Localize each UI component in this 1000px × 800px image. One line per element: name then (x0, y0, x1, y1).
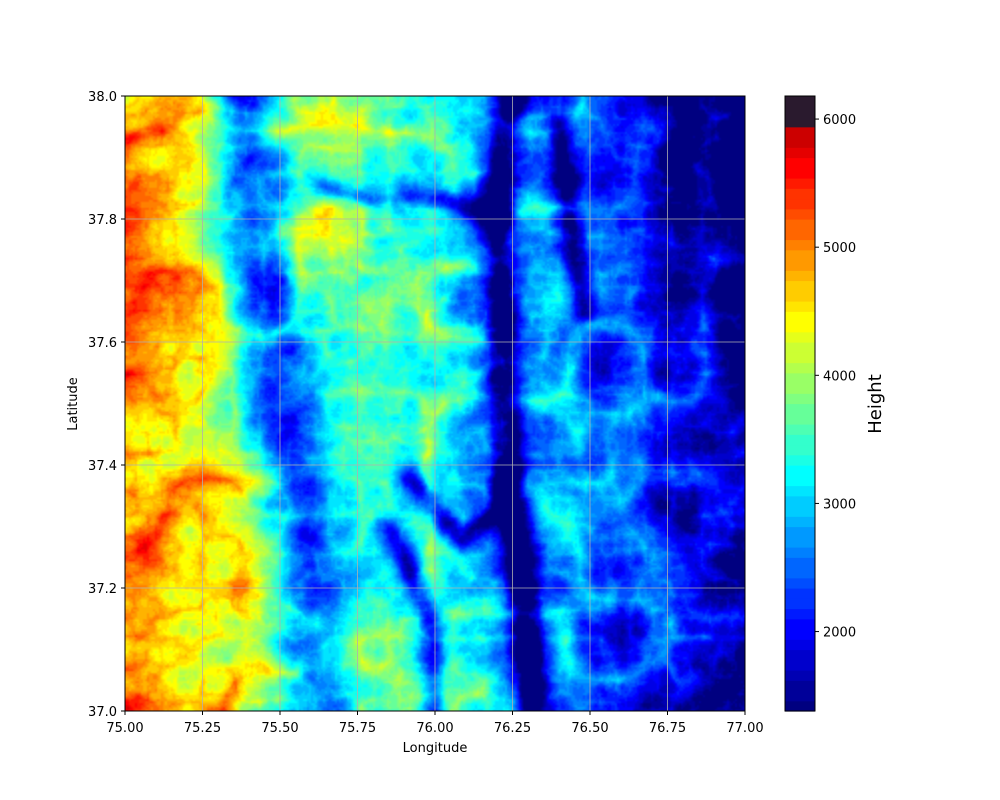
colorbar-band (785, 116, 815, 128)
y-tick-label: 38.0 (88, 90, 117, 105)
y-tick-label: 37.6 (88, 336, 117, 351)
colorbar-band (785, 383, 815, 394)
x-tick-label: 75.75 (339, 721, 376, 736)
colorbar-band (785, 506, 815, 517)
colorbar-band (785, 413, 815, 425)
colorbar-ticks: 2000 3000 4000 5000 6000 (815, 113, 856, 641)
colorbar-tick-label: 6000 (823, 113, 856, 128)
colorbar-band (785, 280, 815, 292)
colorbar-band (785, 137, 815, 148)
colorbar-band (785, 567, 815, 579)
colorbar-band (785, 577, 815, 589)
colorbar-band (785, 352, 815, 364)
colorbar-band (785, 465, 815, 476)
colorbar-band (785, 547, 815, 558)
colorbar-band (785, 106, 815, 118)
y-axis-label: Latitude (66, 377, 81, 431)
colorbar-tick-label: 3000 (823, 497, 856, 512)
colorbar-band (785, 639, 815, 651)
y-tick-label: 37.4 (88, 459, 117, 474)
colorbar-band (785, 372, 815, 384)
y-tick-label: 37.8 (88, 213, 117, 228)
colorbar-band (785, 536, 815, 548)
colorbar-band (785, 167, 815, 179)
x-tick-label: 76.25 (494, 721, 531, 736)
colorbar-band (785, 629, 815, 640)
y-axis-ticks: 37.0 37.2 37.4 37.6 37.8 38.0 (88, 90, 125, 720)
colorbar-band (785, 588, 815, 599)
colorbar-tick-label: 2000 (823, 626, 856, 641)
colorbar-band (785, 270, 815, 282)
colorbar-band (785, 321, 815, 333)
colorbar-band (785, 516, 815, 528)
colorbar-label: Height (865, 374, 886, 434)
x-tick-label: 77.00 (726, 721, 763, 736)
colorbar-band (785, 557, 815, 569)
colorbar-band (785, 362, 815, 374)
colorbar-band (785, 188, 815, 200)
colorbar-band (785, 618, 815, 630)
colorbar-gradient (785, 96, 815, 712)
colorbar-band (785, 249, 815, 261)
colorbar: 2000 3000 4000 5000 6000 Height (784, 95, 886, 712)
colorbar-band (785, 393, 815, 405)
colorbar-band (785, 444, 815, 456)
colorbar-band (785, 260, 815, 271)
y-tick-label: 37.2 (88, 582, 117, 597)
colorbar-band (785, 434, 815, 446)
x-tick-label: 76.75 (649, 721, 686, 736)
x-axis-label: Longitude (403, 741, 468, 756)
colorbar-band (785, 229, 815, 241)
colorbar-band (785, 454, 815, 466)
colorbar-band (785, 649, 815, 661)
x-tick-label: 75.25 (184, 721, 221, 736)
colorbar-band (785, 126, 815, 138)
colorbar-band (785, 178, 815, 189)
colorbar-band (785, 157, 815, 169)
colorbar-band (785, 526, 815, 538)
colorbar-band (785, 290, 815, 302)
x-tick-label: 76.50 (571, 721, 608, 736)
colorbar-band (785, 659, 815, 671)
colorbar-band (785, 311, 815, 323)
colorbar-band (785, 403, 815, 415)
colorbar-band (785, 96, 815, 107)
colorbar-band (785, 239, 815, 251)
colorbar-band (785, 495, 815, 507)
colorbar-tick-label: 5000 (823, 241, 856, 256)
x-tick-label: 75.50 (261, 721, 298, 736)
colorbar-band (785, 700, 815, 712)
colorbar-band (785, 424, 815, 435)
x-tick-label: 76.00 (416, 721, 453, 736)
colorbar-band (785, 331, 815, 343)
y-tick-label: 37.0 (88, 705, 117, 720)
colorbar-band (785, 680, 815, 692)
colorbar-band (785, 219, 815, 230)
colorbar-band (785, 670, 815, 681)
colorbar-tick-label: 4000 (823, 369, 856, 384)
colorbar-band (785, 690, 815, 702)
colorbar-band (785, 198, 815, 210)
colorbar-band (785, 485, 815, 497)
colorbar-band (785, 475, 815, 487)
colorbar-band (785, 208, 815, 220)
colorbar-band (785, 608, 815, 620)
x-tick-label: 75.00 (106, 721, 143, 736)
colorbar-band (785, 598, 815, 610)
colorbar-band (785, 301, 815, 312)
x-axis-ticks: 75.00 75.25 75.50 75.75 76.00 76.25 76.50 76.75… (106, 711, 764, 736)
colorbar-frame (784, 95, 816, 712)
colorbar-band (785, 342, 815, 353)
colorbar-band (785, 147, 815, 159)
